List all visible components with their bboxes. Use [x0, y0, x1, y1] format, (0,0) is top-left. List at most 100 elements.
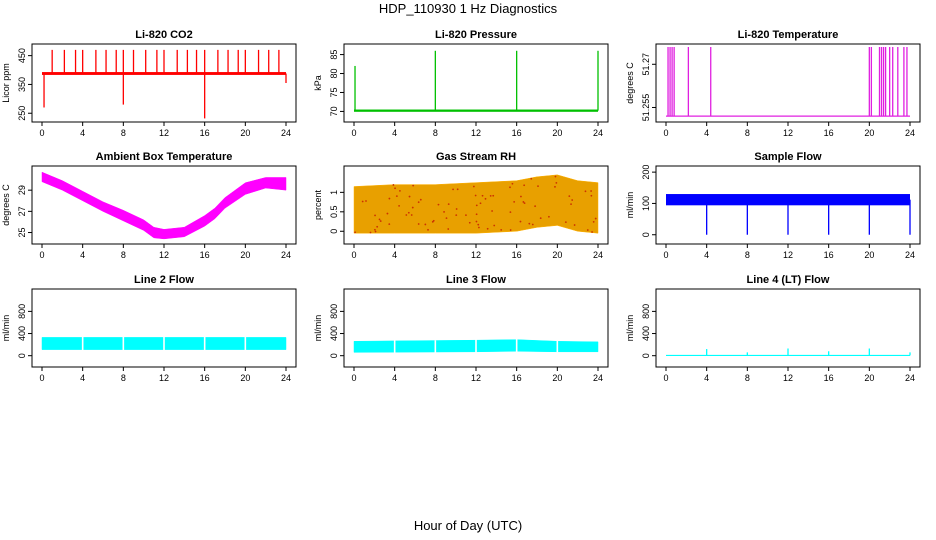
panel-9: Line 4 (LT) Flowml/min0 4 8 12 16 20 240400800: [625, 274, 920, 383]
rh-noise-point: [555, 176, 557, 178]
rh-noise-point: [477, 224, 479, 226]
rh-noise-point: [409, 196, 411, 198]
y-tick-label: 51.27: [641, 53, 651, 76]
rh-noise-point: [554, 186, 556, 188]
rh-noise-point: [465, 214, 467, 216]
x-tick-label: 0: [39, 128, 44, 138]
x-tick-label: 12: [471, 250, 481, 260]
rh-noise-point: [396, 195, 398, 197]
rh-noise-point: [480, 202, 482, 204]
x-tick-label: 16: [200, 128, 210, 138]
y-axis-label: ml/min: [625, 315, 635, 342]
y-tick-label: 0: [329, 229, 339, 234]
rh-noise-point: [590, 195, 592, 197]
rh-noise-point: [534, 205, 536, 207]
rh-noise-point: [475, 195, 477, 197]
x-tick-label: 4: [704, 128, 709, 138]
x-tick-label: 12: [783, 373, 793, 383]
x-tick-label: 12: [471, 373, 481, 383]
rh-noise-point: [399, 190, 401, 192]
rh-noise-point: [370, 232, 372, 234]
panel-title: Gas Stream RH: [436, 151, 516, 163]
panel-2: Li-820 PressurekPa0 4 8 12 16 20 2470758085: [313, 29, 608, 138]
rh-noise-point: [491, 210, 493, 212]
x-tick-label: 12: [471, 128, 481, 138]
x-tick-label: 4: [80, 128, 85, 138]
x-tick-label: 20: [240, 250, 250, 260]
figure-x-axis-label: Hour of Day (UTC): [0, 518, 936, 533]
series-band-rh: [354, 175, 598, 233]
series-band-temperature: [42, 172, 286, 239]
rh-noise-point: [485, 198, 487, 200]
x-tick-label: 0: [39, 373, 44, 383]
rh-noise-point: [388, 223, 390, 225]
panel-8: Line 3 Flow ml/min 0 4 8 12 16 20 24 0 400 800: [313, 274, 608, 383]
panel-5: Gas Stream RH percent 0 4 8 12 16 20 24 0 0.5 1: [313, 151, 608, 260]
y-tick-label: 0.5: [329, 206, 339, 219]
y-axis-label: ml/min: [313, 315, 323, 342]
panel-6: Sample Flowml/min0 4 8 12 16 20 240100200: [625, 151, 920, 260]
rh-noise-point: [500, 229, 502, 231]
rh-noise-point: [587, 229, 589, 231]
x-tick-label: 24: [593, 250, 603, 260]
rh-noise-point: [418, 201, 420, 203]
rh-noise-point: [595, 218, 597, 220]
rh-noise-point: [522, 201, 524, 203]
x-tick-label: 12: [783, 128, 793, 138]
rh-noise-point: [528, 223, 530, 225]
rh-noise-point: [537, 185, 539, 187]
y-tick-label: 250: [17, 106, 27, 121]
rh-noise-point: [520, 196, 522, 198]
x-tick-label: 24: [905, 373, 915, 383]
rh-noise-point: [540, 217, 542, 219]
series-baseline: [354, 110, 598, 112]
panel-3: Li-820 Temperaturedegrees C0 4 8 12 16 20 2451…: [625, 29, 920, 138]
y-tick-label: 400: [329, 326, 339, 341]
x-tick-label: 12: [783, 250, 793, 260]
x-tick-label: 16: [512, 373, 522, 383]
x-tick-label: 20: [552, 373, 562, 383]
x-tick-label: 24: [281, 128, 291, 138]
rh-noise-point: [456, 208, 458, 210]
panel-title: Line 3 Flow: [446, 274, 506, 286]
rh-noise-point: [570, 203, 572, 205]
rh-noise-point: [590, 190, 592, 192]
rh-noise-point: [532, 224, 534, 226]
y-tick-label: 51.255: [641, 94, 651, 122]
x-tick-label: 16: [512, 128, 522, 138]
x-tick-label: 0: [39, 250, 44, 260]
y-tick-label: 85: [329, 50, 339, 60]
rh-noise-point: [380, 220, 382, 222]
rh-noise-point: [492, 195, 494, 197]
y-tick-label: 0: [641, 353, 651, 358]
y-tick-label: 100: [641, 196, 651, 211]
panel-title: Ambient Box Temperature: [96, 151, 233, 163]
rh-noise-point: [520, 221, 522, 223]
x-tick-label: 24: [281, 373, 291, 383]
x-tick-label: 8: [121, 128, 126, 138]
x-tick-label: 16: [200, 250, 210, 260]
y-axis-label: degrees C: [1, 184, 11, 226]
y-tick-label: 800: [17, 304, 27, 319]
x-tick-label: 12: [159, 373, 169, 383]
x-tick-label: 20: [240, 128, 250, 138]
rh-noise-point: [365, 200, 367, 202]
panel-7: Line 2 Flow ml/min 0 4 8 12 16 20 24 0 400 800: [1, 274, 296, 383]
rh-noise-point: [374, 215, 376, 217]
rh-noise-point: [548, 216, 550, 218]
rh-noise-point: [510, 229, 512, 231]
rh-noise-point: [408, 212, 410, 214]
rh-noise-point: [530, 178, 532, 180]
rh-noise-point: [510, 211, 512, 213]
x-tick-label: 24: [281, 250, 291, 260]
x-tick-label: 24: [593, 128, 603, 138]
x-tick-label: 8: [121, 250, 126, 260]
rh-noise-point: [487, 228, 489, 230]
rh-noise-point: [478, 227, 480, 229]
rh-noise-point: [568, 195, 570, 197]
rh-noise-point: [452, 188, 454, 190]
x-tick-label: 4: [392, 128, 397, 138]
x-tick-label: 20: [552, 250, 562, 260]
rh-noise-point: [482, 195, 484, 197]
y-axis-label: kPa: [313, 75, 323, 91]
